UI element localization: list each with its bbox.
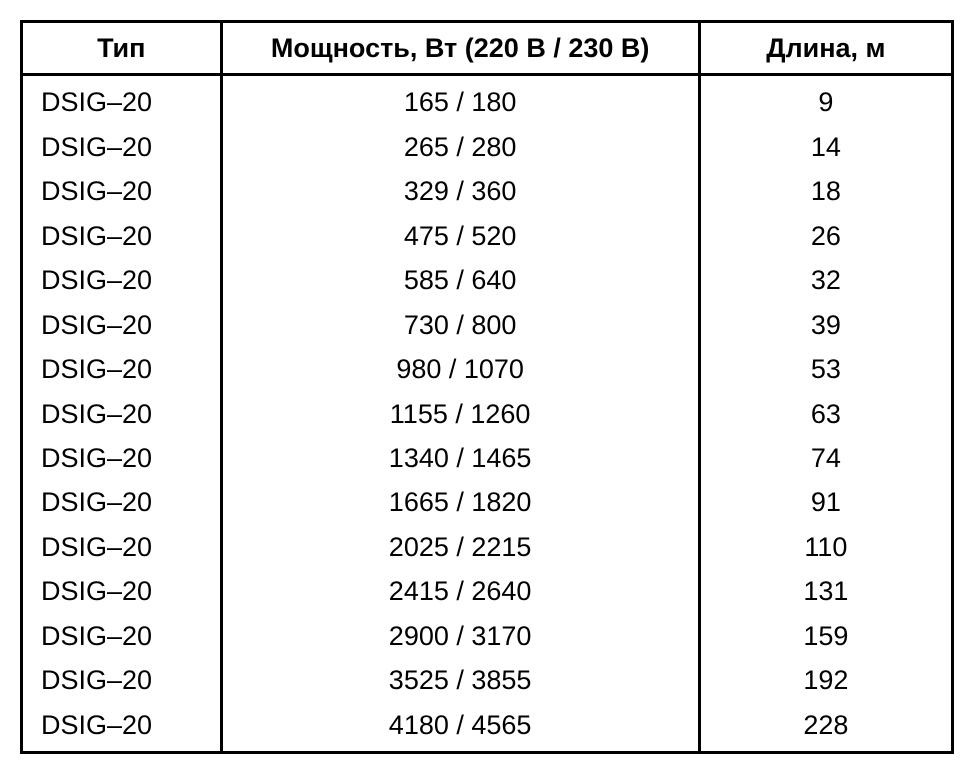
table-row: DSIG–201340 / 146574	[22, 436, 953, 480]
cell-length: 9	[699, 75, 952, 125]
header-power: Мощность, Вт (220 В / 230 В)	[221, 22, 699, 75]
table-row: DSIG–204180 / 4565228	[22, 703, 953, 753]
cell-type: DSIG–20	[22, 347, 222, 391]
cell-power: 730 / 800	[221, 303, 699, 347]
table-row: DSIG–203525 / 3855192	[22, 658, 953, 702]
cell-type: DSIG–20	[22, 480, 222, 524]
cell-length: 63	[699, 392, 952, 436]
cell-length: 228	[699, 703, 952, 753]
cell-length: 74	[699, 436, 952, 480]
cell-power: 475 / 520	[221, 214, 699, 258]
cell-power: 3525 / 3855	[221, 658, 699, 702]
cell-type: DSIG–20	[22, 703, 222, 753]
cell-length: 192	[699, 658, 952, 702]
cell-length: 91	[699, 480, 952, 524]
cell-length: 39	[699, 303, 952, 347]
table-row: DSIG–202415 / 2640131	[22, 569, 953, 613]
cell-power: 1665 / 1820	[221, 480, 699, 524]
cell-power: 265 / 280	[221, 125, 699, 169]
table-body: DSIG–20165 / 1809DSIG–20265 / 28014DSIG–…	[22, 75, 953, 753]
cell-type: DSIG–20	[22, 303, 222, 347]
table-row: DSIG–20265 / 28014	[22, 125, 953, 169]
table-row: DSIG–20475 / 52026	[22, 214, 953, 258]
table-row: DSIG–20585 / 64032	[22, 258, 953, 302]
table-row: DSIG–20980 / 107053	[22, 347, 953, 391]
cell-power: 165 / 180	[221, 75, 699, 125]
cell-power: 980 / 1070	[221, 347, 699, 391]
header-type: Тип	[22, 22, 222, 75]
cell-length: 53	[699, 347, 952, 391]
cell-type: DSIG–20	[22, 214, 222, 258]
cell-type: DSIG–20	[22, 169, 222, 213]
cell-length: 14	[699, 125, 952, 169]
header-row: Тип Мощность, Вт (220 В / 230 В) Длина, …	[22, 22, 953, 75]
cell-type: DSIG–20	[22, 125, 222, 169]
cell-power: 329 / 360	[221, 169, 699, 213]
cell-type: DSIG–20	[22, 569, 222, 613]
cell-power: 585 / 640	[221, 258, 699, 302]
cell-power: 2025 / 2215	[221, 525, 699, 569]
spec-table-container: Тип Мощность, Вт (220 В / 230 В) Длина, …	[20, 20, 954, 754]
cell-type: DSIG–20	[22, 436, 222, 480]
cell-length: 26	[699, 214, 952, 258]
cell-power: 2415 / 2640	[221, 569, 699, 613]
cell-length: 18	[699, 169, 952, 213]
cell-type: DSIG–20	[22, 614, 222, 658]
cell-length: 110	[699, 525, 952, 569]
cell-type: DSIG–20	[22, 258, 222, 302]
table-row: DSIG–20165 / 1809	[22, 75, 953, 125]
table-row: DSIG–201665 / 182091	[22, 480, 953, 524]
cell-power: 2900 / 3170	[221, 614, 699, 658]
cell-type: DSIG–20	[22, 658, 222, 702]
spec-table: Тип Мощность, Вт (220 В / 230 В) Длина, …	[20, 20, 954, 754]
header-length: Длина, м	[699, 22, 952, 75]
table-row: DSIG–202900 / 3170159	[22, 614, 953, 658]
cell-power: 1340 / 1465	[221, 436, 699, 480]
cell-type: DSIG–20	[22, 75, 222, 125]
table-row: DSIG–20329 / 36018	[22, 169, 953, 213]
cell-power: 1155 / 1260	[221, 392, 699, 436]
cell-type: DSIG–20	[22, 525, 222, 569]
cell-length: 32	[699, 258, 952, 302]
table-row: DSIG–202025 / 2215110	[22, 525, 953, 569]
cell-type: DSIG–20	[22, 392, 222, 436]
cell-length: 159	[699, 614, 952, 658]
cell-power: 4180 / 4565	[221, 703, 699, 753]
cell-length: 131	[699, 569, 952, 613]
table-row: DSIG–201155 / 126063	[22, 392, 953, 436]
table-header: Тип Мощность, Вт (220 В / 230 В) Длина, …	[22, 22, 953, 75]
table-row: DSIG–20730 / 80039	[22, 303, 953, 347]
